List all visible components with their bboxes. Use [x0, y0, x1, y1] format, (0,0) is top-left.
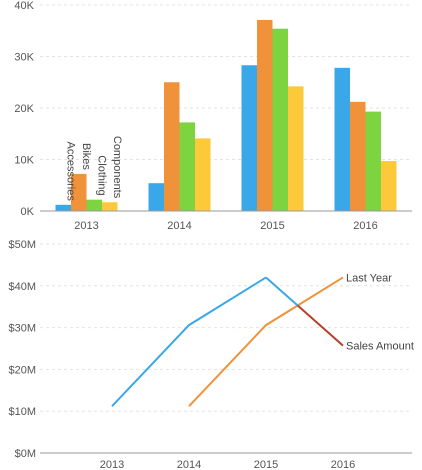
legend-bikes: Bikes	[80, 143, 92, 170]
bar-accessories-2016[interactable]	[334, 67, 351, 211]
bar-chart-y-axis: 0K 10K 20K 30K 40K	[14, 0, 34, 218]
line-y-tick-label: $20M	[8, 364, 36, 376]
line-chart-grid	[40, 243, 412, 412]
bar-clothing-2016[interactable]	[365, 111, 382, 211]
label-last-year: Last Year	[346, 272, 392, 284]
line-chart-series	[111, 276, 344, 407]
line-series-sales-amount[interactable]	[111, 276, 267, 407]
label-sales-amount: Sales Amount	[346, 341, 414, 353]
bar-chart-legend: Accessories Bikes Clothing Components	[64, 136, 123, 201]
line-x-tick-label: 2015	[254, 459, 278, 470]
bar-y-tick-label: 30K	[14, 52, 34, 64]
bar-x-tick-label: 2016	[353, 220, 377, 232]
bar-clothing-2014[interactable]	[179, 122, 196, 211]
bar-y-tick-label: 20K	[14, 103, 34, 115]
bar-y-tick-label: 40K	[14, 0, 34, 12]
line-y-tick-label: $0M	[15, 448, 36, 460]
bar-x-tick-label: 2015	[260, 220, 284, 232]
bar-accessories-2013[interactable]	[55, 204, 72, 211]
line-x-tick-label: 2014	[177, 459, 201, 470]
bar-clothing-2015[interactable]	[272, 28, 289, 211]
bar-chart-bars	[55, 19, 397, 212]
line-chart-y-axis: $0M $10M $20M $30M $40M $50M	[8, 239, 36, 460]
bar-accessories-2014[interactable]	[148, 183, 165, 211]
bar-components-2015[interactable]	[288, 86, 304, 211]
bar-chart: 0K 10K 20K 30K 40K Accessories Bikes Clothing C…	[14, 0, 412, 232]
legend-accessories: Accessories	[64, 142, 76, 202]
bar-y-tick-label: 10K	[14, 155, 34, 167]
line-x-tick-label: 2013	[100, 459, 124, 470]
bar-accessories-2015[interactable]	[241, 65, 258, 211]
bar-chart-grid	[40, 4, 412, 160]
line-y-tick-label: $10M	[8, 406, 36, 418]
line-y-tick-label: $50M	[8, 239, 36, 251]
bar-y-tick-label: 0K	[21, 206, 35, 218]
line-y-tick-label: $40M	[8, 281, 36, 293]
line-x-tick-label: 2016	[331, 459, 355, 470]
legend-components: Components	[111, 136, 123, 199]
bar-bikes-2013[interactable]	[71, 173, 87, 211]
bar-chart-x-axis: 2013 2014 2015 2016	[74, 220, 377, 232]
bar-bikes-2015[interactable]	[257, 19, 273, 212]
bar-components-2014[interactable]	[195, 138, 211, 211]
bar-bikes-2014[interactable]	[164, 82, 180, 211]
legend-clothing: Clothing	[95, 155, 107, 195]
bar-bikes-2016[interactable]	[350, 101, 366, 211]
line-chart-series-labels: Last Year Sales Amount	[346, 272, 414, 352]
bar-components-2013[interactable]	[102, 202, 118, 211]
line-y-tick-label: $30M	[8, 323, 36, 335]
bar-clothing-2013[interactable]	[86, 199, 103, 211]
bar-components-2016[interactable]	[381, 161, 397, 211]
line-segment-sales-amount-decline[interactable]	[297, 304, 344, 347]
line-segment-sales-amount-2016[interactable]	[265, 276, 299, 307]
bar-x-tick-label: 2014	[167, 220, 191, 232]
bar-x-tick-label: 2013	[74, 220, 98, 232]
line-series-last-year[interactable]	[188, 276, 344, 407]
line-chart-x-axis: 2013 2014 2015 2016	[100, 459, 355, 470]
